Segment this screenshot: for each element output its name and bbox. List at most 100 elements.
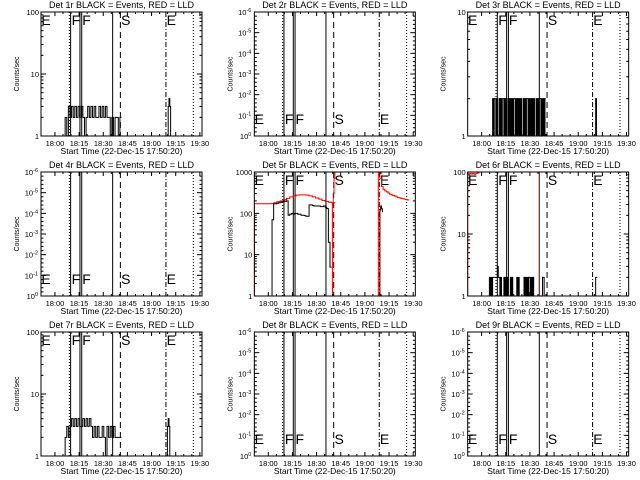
x-tick-label: 18:30 <box>94 299 113 308</box>
x-tick-label: 18:00 <box>259 299 278 308</box>
event-letter: E <box>167 12 176 28</box>
y-tick-exponent: -3 <box>246 390 251 396</box>
lld-series-line <box>254 194 335 296</box>
y-tick-label: 10-4 <box>451 369 464 378</box>
x-tick-label: 19:00 <box>142 459 161 468</box>
y-tick-exponent: -3 <box>33 230 38 236</box>
x-tick-label: 19:30 <box>404 139 423 148</box>
y-tick-exponent: 0 <box>462 452 465 458</box>
y-tick-base: 10 <box>238 111 246 120</box>
y-tick-exponent: -6 <box>460 328 465 334</box>
event-letter: S <box>335 431 344 447</box>
y-tick-exponent: -1 <box>246 431 251 437</box>
panel-title: Det 6r BLACK = Events, RED = LLD <box>476 160 622 170</box>
event-letter: F <box>509 431 518 447</box>
x-tick-label: 18:45 <box>331 139 350 148</box>
x-tick-label: 19:00 <box>569 459 588 468</box>
x-tick-label: 18:15 <box>496 459 515 468</box>
y-tick-label: 10-4 <box>238 369 251 378</box>
event-letter: F <box>509 172 518 188</box>
event-letter: F <box>509 12 518 28</box>
event-letter: F <box>296 431 305 447</box>
x-tick-label: 19:15 <box>166 459 185 468</box>
y-tick-exponent: -3 <box>246 70 251 76</box>
y-tick-label: 10-5 <box>238 349 251 358</box>
y-tick-label: 1 <box>248 292 252 301</box>
event-letter: S <box>121 12 130 28</box>
event-letter: F <box>296 172 305 188</box>
x-tick-label: 18:30 <box>94 139 113 148</box>
x-tick-label: 18:45 <box>118 139 137 148</box>
y-tick-label: 100 <box>26 328 39 337</box>
x-tick-label: 19:15 <box>380 139 399 148</box>
y-tick-label: 100 <box>27 292 38 301</box>
x-tick-label: 18:15 <box>496 139 515 148</box>
lld-series-line <box>538 172 542 296</box>
x-tick-label: 18:15 <box>283 299 302 308</box>
y-tick-label: 10-1 <box>451 431 464 440</box>
x-axis-label: Start Time (22-Dec-15 17:50:20) <box>274 146 396 156</box>
y-tick-base: 10 <box>25 230 33 239</box>
x-tick-label: 18:00 <box>472 459 491 468</box>
y-tick-label: 10-2 <box>238 411 251 420</box>
y-tick-exponent: -4 <box>33 209 38 215</box>
y-axis-label: Counts/sec <box>227 376 234 412</box>
y-tick-label: 1 <box>35 452 39 461</box>
y-tick-exponent: -2 <box>246 411 251 417</box>
y-tick-base: 10 <box>25 251 33 260</box>
plot-frame <box>253 171 416 297</box>
x-tick-label: 18:00 <box>259 139 278 148</box>
detector-panel: Det 7r BLACK = Events, RED = LLD E F F S E 18:… <box>14 320 209 476</box>
x-tick-label: 18:15 <box>70 299 89 308</box>
x-axis-label: Start Time (22-Dec-15 17:50:20) <box>61 306 183 316</box>
y-tick-label: 10-6 <box>25 168 38 177</box>
y-tick-label: 10 <box>31 390 39 399</box>
x-tick-label: 19:00 <box>569 139 588 148</box>
y-tick-label: 10-6 <box>451 328 464 337</box>
event-letter: S <box>548 12 557 28</box>
events-series-line <box>166 418 171 456</box>
y-tick-exponent: 0 <box>35 292 38 298</box>
y-tick-base: 10 <box>25 271 33 280</box>
x-tick-label: 19:00 <box>142 299 161 308</box>
detector-panel: Det 1r BLACK = Events, RED = LLD E F F S E 18:… <box>14 0 209 156</box>
lld-series-line <box>331 172 336 296</box>
y-tick-label: 10-2 <box>25 251 38 260</box>
y-tick-base: 10 <box>238 8 246 17</box>
event-letter: S <box>335 111 344 127</box>
y-tick-label: 100 <box>240 132 251 141</box>
x-tick-label: 18:45 <box>545 139 564 148</box>
y-tick-label: 10-1 <box>25 271 38 280</box>
x-tick-label: 19:00 <box>355 459 374 468</box>
x-tick-label: 19:15 <box>380 299 399 308</box>
x-tick-label: 18:00 <box>259 459 278 468</box>
y-tick-exponent: -4 <box>460 369 465 375</box>
x-tick-label: 18:30 <box>521 299 540 308</box>
x-tick-label: 18:30 <box>307 459 326 468</box>
y-tick-exponent: -2 <box>33 251 38 257</box>
detector-panel: Det 3r BLACK = Events, RED = LLD E F F S E 18:… <box>441 0 636 156</box>
event-letter: S <box>548 172 557 188</box>
x-tick-label: 18:45 <box>545 299 564 308</box>
panel-title: Det 1r BLACK = Events, RED = LLD <box>49 0 195 10</box>
panel-title: Det 3r BLACK = Events, RED = LLD <box>476 0 622 10</box>
y-tick-base: 10 <box>240 452 248 461</box>
events-series-line <box>63 418 122 456</box>
y-axis-label: Counts/sec <box>441 376 448 412</box>
y-tick-base: 10 <box>451 411 459 420</box>
x-tick-label: 19:15 <box>593 299 612 308</box>
y-tick-base: 10 <box>451 390 459 399</box>
x-tick-label: 19:30 <box>404 299 423 308</box>
y-tick-base: 10 <box>25 209 33 218</box>
x-tick-label: 19:30 <box>190 139 209 148</box>
event-letter: E <box>255 111 264 127</box>
y-tick-base: 10 <box>238 349 246 358</box>
x-tick-label: 18:30 <box>307 299 326 308</box>
y-tick-exponent: -4 <box>246 49 251 55</box>
y-tick-label: 10 <box>31 70 39 79</box>
x-tick-label: 18:45 <box>118 299 137 308</box>
y-tick-base: 10 <box>27 292 35 301</box>
event-letter: E <box>593 172 602 188</box>
y-tick-exponent: 0 <box>248 452 251 458</box>
